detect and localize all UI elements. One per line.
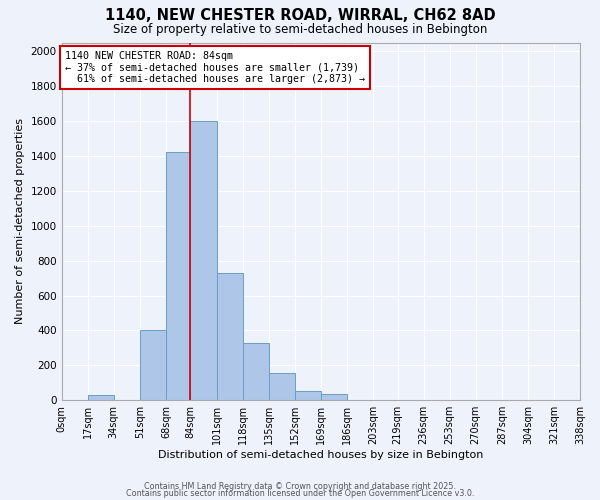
Bar — [269, 373, 295, 400]
Text: 1140, NEW CHESTER ROAD, WIRRAL, CH62 8AD: 1140, NEW CHESTER ROAD, WIRRAL, CH62 8AD — [104, 8, 496, 22]
Text: 1140 NEW CHESTER ROAD: 84sqm
← 37% of semi-detached houses are smaller (1,739)
 : 1140 NEW CHESTER ROAD: 84sqm ← 37% of se… — [65, 51, 365, 84]
Text: Contains public sector information licensed under the Open Government Licence v3: Contains public sector information licen… — [126, 488, 474, 498]
Bar — [166, 152, 192, 400]
Bar — [140, 330, 166, 400]
Bar — [88, 395, 114, 400]
X-axis label: Distribution of semi-detached houses by size in Bebington: Distribution of semi-detached houses by … — [158, 450, 484, 460]
Bar — [217, 273, 242, 400]
Bar — [190, 121, 217, 400]
Bar — [242, 342, 269, 400]
Y-axis label: Number of semi-detached properties: Number of semi-detached properties — [15, 118, 25, 324]
Bar — [295, 392, 321, 400]
Bar — [321, 394, 347, 400]
Text: Size of property relative to semi-detached houses in Bebington: Size of property relative to semi-detach… — [113, 22, 487, 36]
Text: Contains HM Land Registry data © Crown copyright and database right 2025.: Contains HM Land Registry data © Crown c… — [144, 482, 456, 491]
